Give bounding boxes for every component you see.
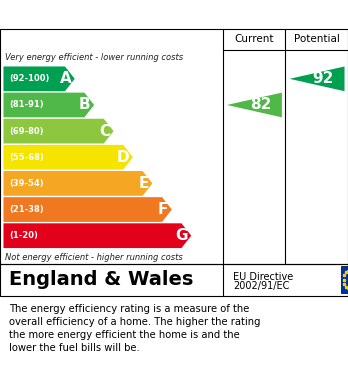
Text: F: F xyxy=(158,202,168,217)
Text: (1-20): (1-20) xyxy=(10,231,39,240)
Polygon shape xyxy=(3,145,133,170)
Text: Not energy efficient - higher running costs: Not energy efficient - higher running co… xyxy=(5,253,183,262)
Bar xyxy=(341,266,348,293)
Text: (55-68): (55-68) xyxy=(10,153,45,162)
Text: (92-100): (92-100) xyxy=(10,74,50,83)
Text: Very energy efficient - lower running costs: Very energy efficient - lower running co… xyxy=(5,53,183,62)
Polygon shape xyxy=(3,119,113,143)
Text: B: B xyxy=(79,97,90,113)
Polygon shape xyxy=(290,66,345,91)
Text: The energy efficiency rating is a measure of the
overall efficiency of a home. T: The energy efficiency rating is a measur… xyxy=(9,303,260,353)
Text: (69-80): (69-80) xyxy=(10,127,44,136)
Text: Energy Efficiency Rating: Energy Efficiency Rating xyxy=(9,7,211,22)
Polygon shape xyxy=(3,66,75,91)
Polygon shape xyxy=(3,93,94,117)
Text: C: C xyxy=(99,124,110,139)
Polygon shape xyxy=(3,197,172,222)
Polygon shape xyxy=(227,93,282,117)
Polygon shape xyxy=(3,171,152,196)
Text: 92: 92 xyxy=(313,71,334,86)
Text: England & Wales: England & Wales xyxy=(9,270,193,289)
Text: (39-54): (39-54) xyxy=(10,179,44,188)
Text: A: A xyxy=(60,71,71,86)
Text: Potential: Potential xyxy=(294,34,340,45)
Text: 2002/91/EC: 2002/91/EC xyxy=(233,281,290,291)
Text: Current: Current xyxy=(234,34,274,45)
Text: EU Directive: EU Directive xyxy=(233,272,293,282)
Text: G: G xyxy=(175,228,188,243)
Text: D: D xyxy=(117,150,129,165)
Polygon shape xyxy=(3,223,191,248)
Text: (21-38): (21-38) xyxy=(10,205,44,214)
Text: 82: 82 xyxy=(250,97,271,113)
Text: E: E xyxy=(139,176,149,191)
Text: (81-91): (81-91) xyxy=(10,100,44,109)
